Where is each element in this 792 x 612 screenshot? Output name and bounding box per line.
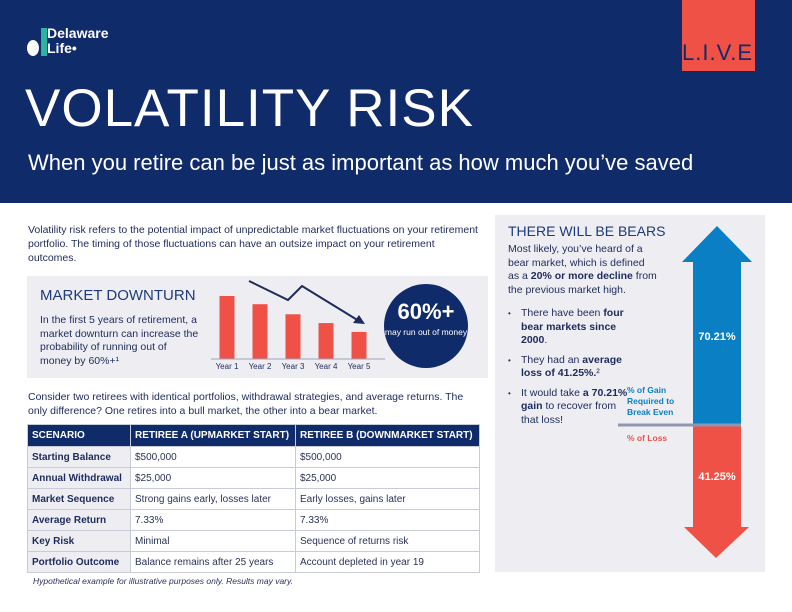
gain-value: 70.21% [698, 331, 736, 343]
loss-value: 41.25% [698, 471, 736, 483]
row-label: Average Return [27, 509, 131, 531]
stat-value: 60%+ [397, 299, 455, 324]
trend-arrowhead-icon [353, 315, 365, 324]
x-tick-label: Year 3 [282, 362, 305, 371]
table-row: Starting Balance $500,000 $500,000 [27, 446, 480, 468]
row-label: Key Risk [27, 530, 131, 552]
row-label: Portfolio Outcome [27, 551, 131, 573]
header-retiree-a: RETIREE A (UPMARKET START) [130, 424, 296, 447]
x-tick-label: Year 5 [348, 362, 371, 371]
header-banner: Delaware Life• L.I.V.E. VOLATILITY RISK W… [0, 0, 792, 203]
table-cell: $25,000 [295, 467, 480, 489]
table-cell: Early losses, gains later [295, 488, 480, 510]
bears-bullets: There have been four bear markets since … [508, 307, 628, 433]
downturn-bar-chart: Year 1 Year 2 Year 3 Year 4 Year 5 [211, 280, 385, 371]
x-tick-label: Year 4 [315, 362, 338, 371]
row-label: Market Sequence [27, 488, 131, 510]
row-label: Annual Withdrawal [27, 467, 131, 489]
table-cell: $500,000 [295, 446, 480, 468]
gain-arrow-up [682, 226, 752, 425]
table-cell: 7.33% [295, 509, 480, 531]
table-row: Annual Withdrawal $25,000 $25,000 [27, 467, 480, 489]
downturn-text: In the first 5 years of retirement, a ma… [40, 314, 199, 367]
table-cell: Balance remains after 25 years [130, 551, 296, 573]
bullet-item: It would take a 70.21% gain to recover f… [508, 387, 628, 428]
table-cell: Minimal [130, 530, 296, 552]
stat-caption: may run out of money [384, 327, 468, 337]
table-cell: Sequence of returns risk [295, 530, 480, 552]
x-tick-label: Year 2 [249, 362, 272, 371]
header-scenario: SCENARIO [27, 424, 131, 447]
page-title: VOLATILITY RISK [25, 79, 474, 138]
downturn-title: MARKET DOWNTURN [40, 287, 196, 304]
market-downturn-panel: MARKET DOWNTURN In the first 5 years of … [27, 276, 488, 378]
x-tick-label: Year 1 [216, 362, 239, 371]
bullet-item: They had an average loss of 41.25%.² [508, 354, 628, 381]
loss-label: % of Loss [627, 433, 668, 443]
table-row: Key Risk Minimal Sequence of returns risk [27, 530, 480, 552]
bar [351, 331, 367, 359]
bears-text: Most likely, you’ve heard of a bear mark… [508, 243, 657, 296]
page-subtitle: When you retire can be just as important… [28, 150, 694, 175]
bar [285, 314, 301, 359]
comparison-text: Consider two retirees with identical por… [28, 391, 464, 417]
trend-line [248, 280, 360, 322]
table-cell: Account depleted in year 19 [295, 551, 480, 573]
table-cell: $25,000 [130, 467, 296, 489]
table-cell: $500,000 [130, 446, 296, 468]
live-badge: L.I.V.E. [682, 0, 759, 71]
bar [219, 296, 235, 359]
table-cell: 7.33% [130, 509, 296, 531]
scenario-table: SCENARIO RETIREE A (UPMARKET START) RETI… [27, 424, 480, 573]
loss-arrow-down [684, 425, 749, 558]
intro-text: Volatility risk refers to the potential … [28, 224, 478, 264]
logo-text: Delaware Life• [47, 25, 109, 56]
table-row: Portfolio Outcome Balance remains after 2… [27, 551, 480, 573]
bullet-item: There have been four bear markets since … [508, 307, 628, 348]
gain-label: % of Gain Required to Break Even [627, 385, 675, 417]
footnote: Hypothetical example for illustrative pu… [33, 576, 293, 586]
gain-loss-arrow [618, 226, 752, 558]
bears-title: THERE WILL BE BEARS [508, 223, 666, 239]
bears-panel: THERE WILL BE BEARS Most likely, you’ve … [495, 215, 765, 572]
table-cell: Strong gains early, losses later [130, 488, 296, 510]
stat-circle: 60%+ may run out of money [384, 284, 468, 368]
bar [252, 304, 268, 359]
row-label: Starting Balance [27, 446, 131, 468]
bar [318, 323, 334, 359]
table-row: Market Sequence Strong gains early, losse… [27, 488, 480, 510]
header-retiree-b: RETIREE B (DOWNMARKET START) [295, 424, 480, 447]
delaware-life-logo-icon [27, 28, 47, 56]
table-row: Average Return 7.33% 7.33% [27, 509, 480, 531]
